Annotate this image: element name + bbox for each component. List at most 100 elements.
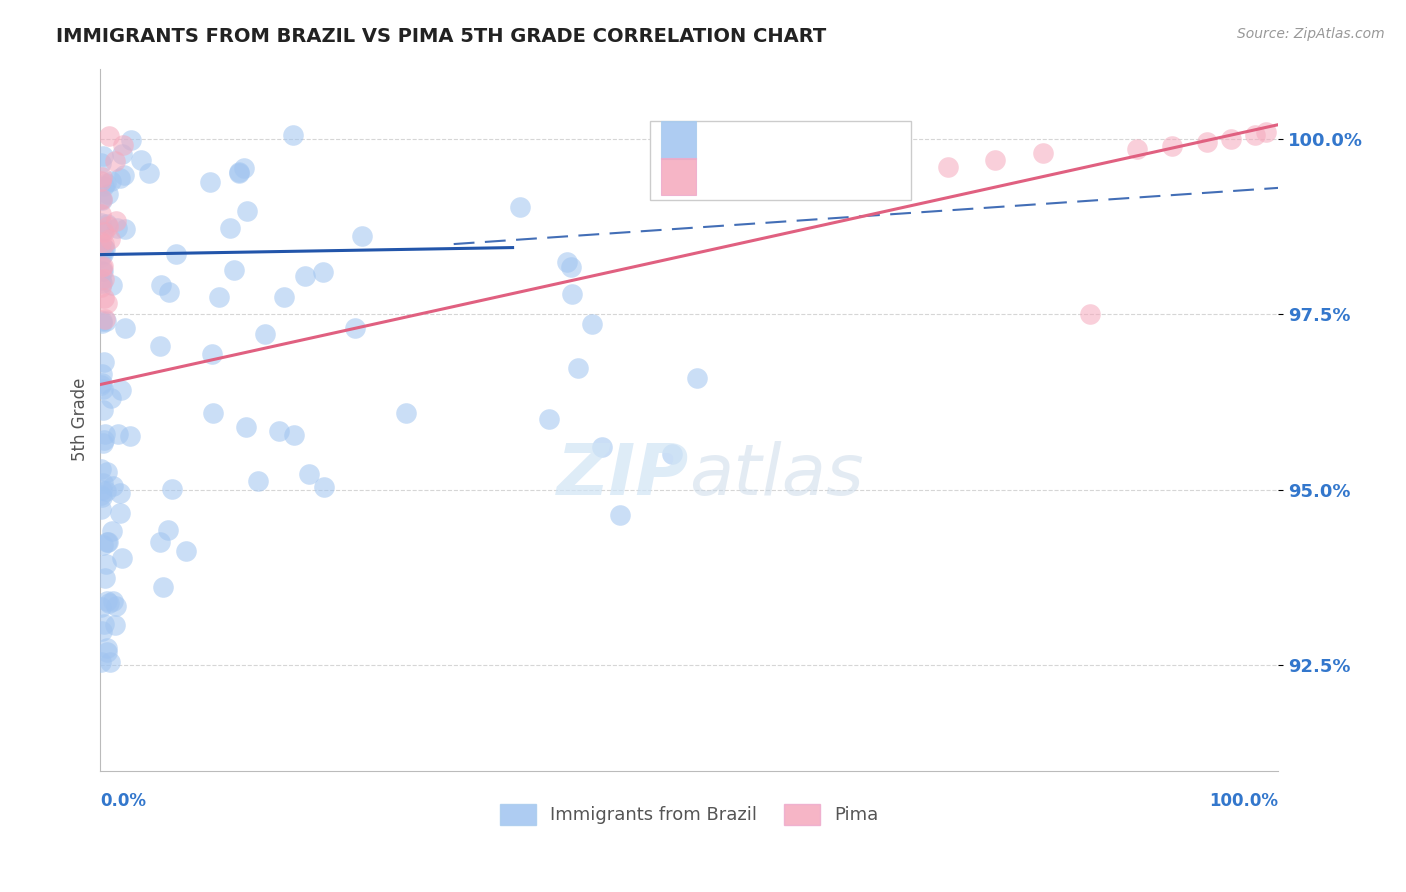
Point [94,313,117,327]
Point [395,406,418,420]
Point [1126,142,1149,156]
Point [344,320,367,334]
Point [93,178,115,193]
Text: 120: 120 [851,132,889,151]
Point [94,427,117,442]
Point [283,427,305,442]
Point [105,599,128,613]
Point [96,593,118,607]
Point [90,490,112,504]
Text: IMMIGRANTS FROM BRAZIL VS PIMA 5TH GRADE CORRELATION CHART: IMMIGRANTS FROM BRAZIL VS PIMA 5TH GRADE… [56,27,827,45]
Point [555,254,578,268]
Point [107,427,129,442]
Point [138,166,160,180]
Point [312,480,335,494]
Point [90,193,112,207]
Point [90,367,112,381]
Point [98,656,121,670]
Point [96,296,118,310]
Point [112,168,135,182]
Point [91,148,114,162]
Point [91,316,114,330]
Point [100,392,122,406]
Point [93,225,115,239]
Point [890,167,912,181]
Point [938,160,960,174]
Text: Source: ZipAtlas.com: Source: ZipAtlas.com [1237,27,1385,41]
Point [101,278,124,293]
Point [90,280,112,294]
Point [91,259,114,273]
Legend: Immigrants from Brazil, Pima: Immigrants from Brazil, Pima [499,804,879,825]
Point [93,355,115,369]
Point [298,467,321,481]
Point [103,154,125,169]
Point [294,269,316,284]
Point [165,246,187,260]
Point [90,216,112,230]
Text: R =: R = [713,169,752,186]
Text: 0.0%: 0.0% [100,792,146,810]
Point [98,596,121,610]
Point [93,237,115,252]
Point [90,655,112,669]
Point [111,550,134,565]
Point [91,624,114,638]
Point [111,147,134,161]
Point [198,175,221,189]
Point [94,176,117,190]
Point [149,339,172,353]
Point [157,285,180,299]
Point [152,580,174,594]
Text: 0.586: 0.586 [752,169,810,186]
Point [253,326,276,341]
Point [1197,135,1219,149]
Point [93,616,115,631]
Point [90,273,112,287]
Point [96,641,118,656]
Point [201,347,224,361]
Point [98,232,121,246]
Text: 100.0%: 100.0% [1209,792,1278,810]
Point [156,524,179,538]
Point [90,155,112,169]
Point [90,377,112,392]
Point [93,241,115,255]
Point [98,128,121,143]
Point [101,524,124,538]
Point [90,250,112,264]
Point [235,420,257,434]
Point [90,207,112,221]
Point [91,264,114,278]
Point [91,260,114,275]
Point [149,277,172,292]
Point [90,376,112,390]
Point [233,161,256,175]
Point [108,506,131,520]
Point [273,290,295,304]
Point [110,384,132,398]
Y-axis label: 5th Grade: 5th Grade [72,378,89,461]
Point [90,174,112,188]
Point [90,264,112,278]
Point [149,534,172,549]
Point [91,436,114,450]
Point [114,222,136,236]
Point [110,170,132,185]
Point [90,488,112,502]
Point [108,486,131,500]
Point [91,538,114,552]
Point [174,544,197,558]
Point [269,424,291,438]
Point [537,411,560,425]
Point [90,276,112,290]
Point [97,534,120,549]
Point [90,192,112,206]
Point [96,645,118,659]
Point [224,263,246,277]
Point [91,224,114,238]
Point [94,312,117,326]
Point [90,314,112,328]
Point [93,272,115,286]
Point [93,291,115,305]
